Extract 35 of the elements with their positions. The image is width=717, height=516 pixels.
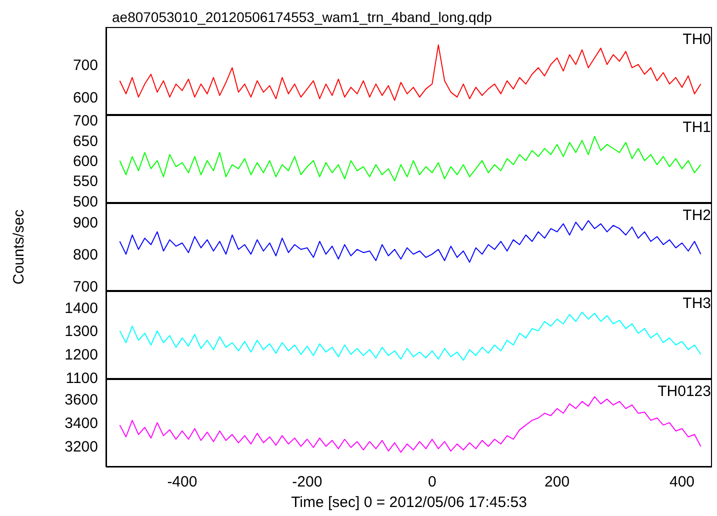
y-tick-label: 700: [72, 56, 98, 74]
line-series: [119, 312, 702, 361]
x-tick-label: 400: [669, 474, 695, 491]
series-label: TH0123: [658, 383, 711, 400]
x-tick-label: 0: [428, 474, 436, 491]
series-label: TH0: [682, 31, 711, 48]
line-series: [119, 44, 702, 101]
line-series: [119, 136, 702, 182]
y-tick-label: 1200: [64, 346, 98, 364]
y-axis-title: Counts/sec: [10, 208, 28, 285]
y-tick-label: 500: [72, 193, 98, 210]
y-tick-label: 3600: [64, 391, 98, 408]
series-label: TH2: [682, 207, 711, 224]
x-axis-title: Time [sec] 0 = 2012/05/06 17:45:53: [291, 494, 527, 511]
y-tick-label: 550: [72, 173, 98, 190]
x-tick-label: -200: [292, 474, 322, 491]
y-tick-label: 1100: [66, 370, 98, 388]
series-label: TH3: [682, 295, 711, 312]
y-tick-label: 3200: [64, 438, 98, 456]
y-tick-label: 600: [72, 89, 98, 106]
line-series: [119, 220, 702, 263]
y-tick-label: 900: [72, 214, 98, 232]
y-tick-label: 650: [72, 132, 98, 150]
y-tick-label: 600: [72, 152, 98, 170]
y-tick-label: 1300: [64, 323, 98, 340]
y-tick-label: 800: [72, 246, 98, 264]
chart-title: ae807053010_20120506174553_wam1_trn_4band_long.qdp: [111, 8, 493, 27]
x-tick-label: -400: [167, 474, 198, 491]
y-tick-label: 700: [72, 112, 98, 130]
y-tick-label: 1400: [64, 300, 98, 317]
y-tick-label: 700: [72, 278, 98, 296]
line-series: [119, 396, 702, 453]
x-tick-label: 200: [544, 474, 570, 491]
series-label: TH1: [682, 119, 711, 136]
y-tick-label: 3400: [64, 415, 98, 432]
